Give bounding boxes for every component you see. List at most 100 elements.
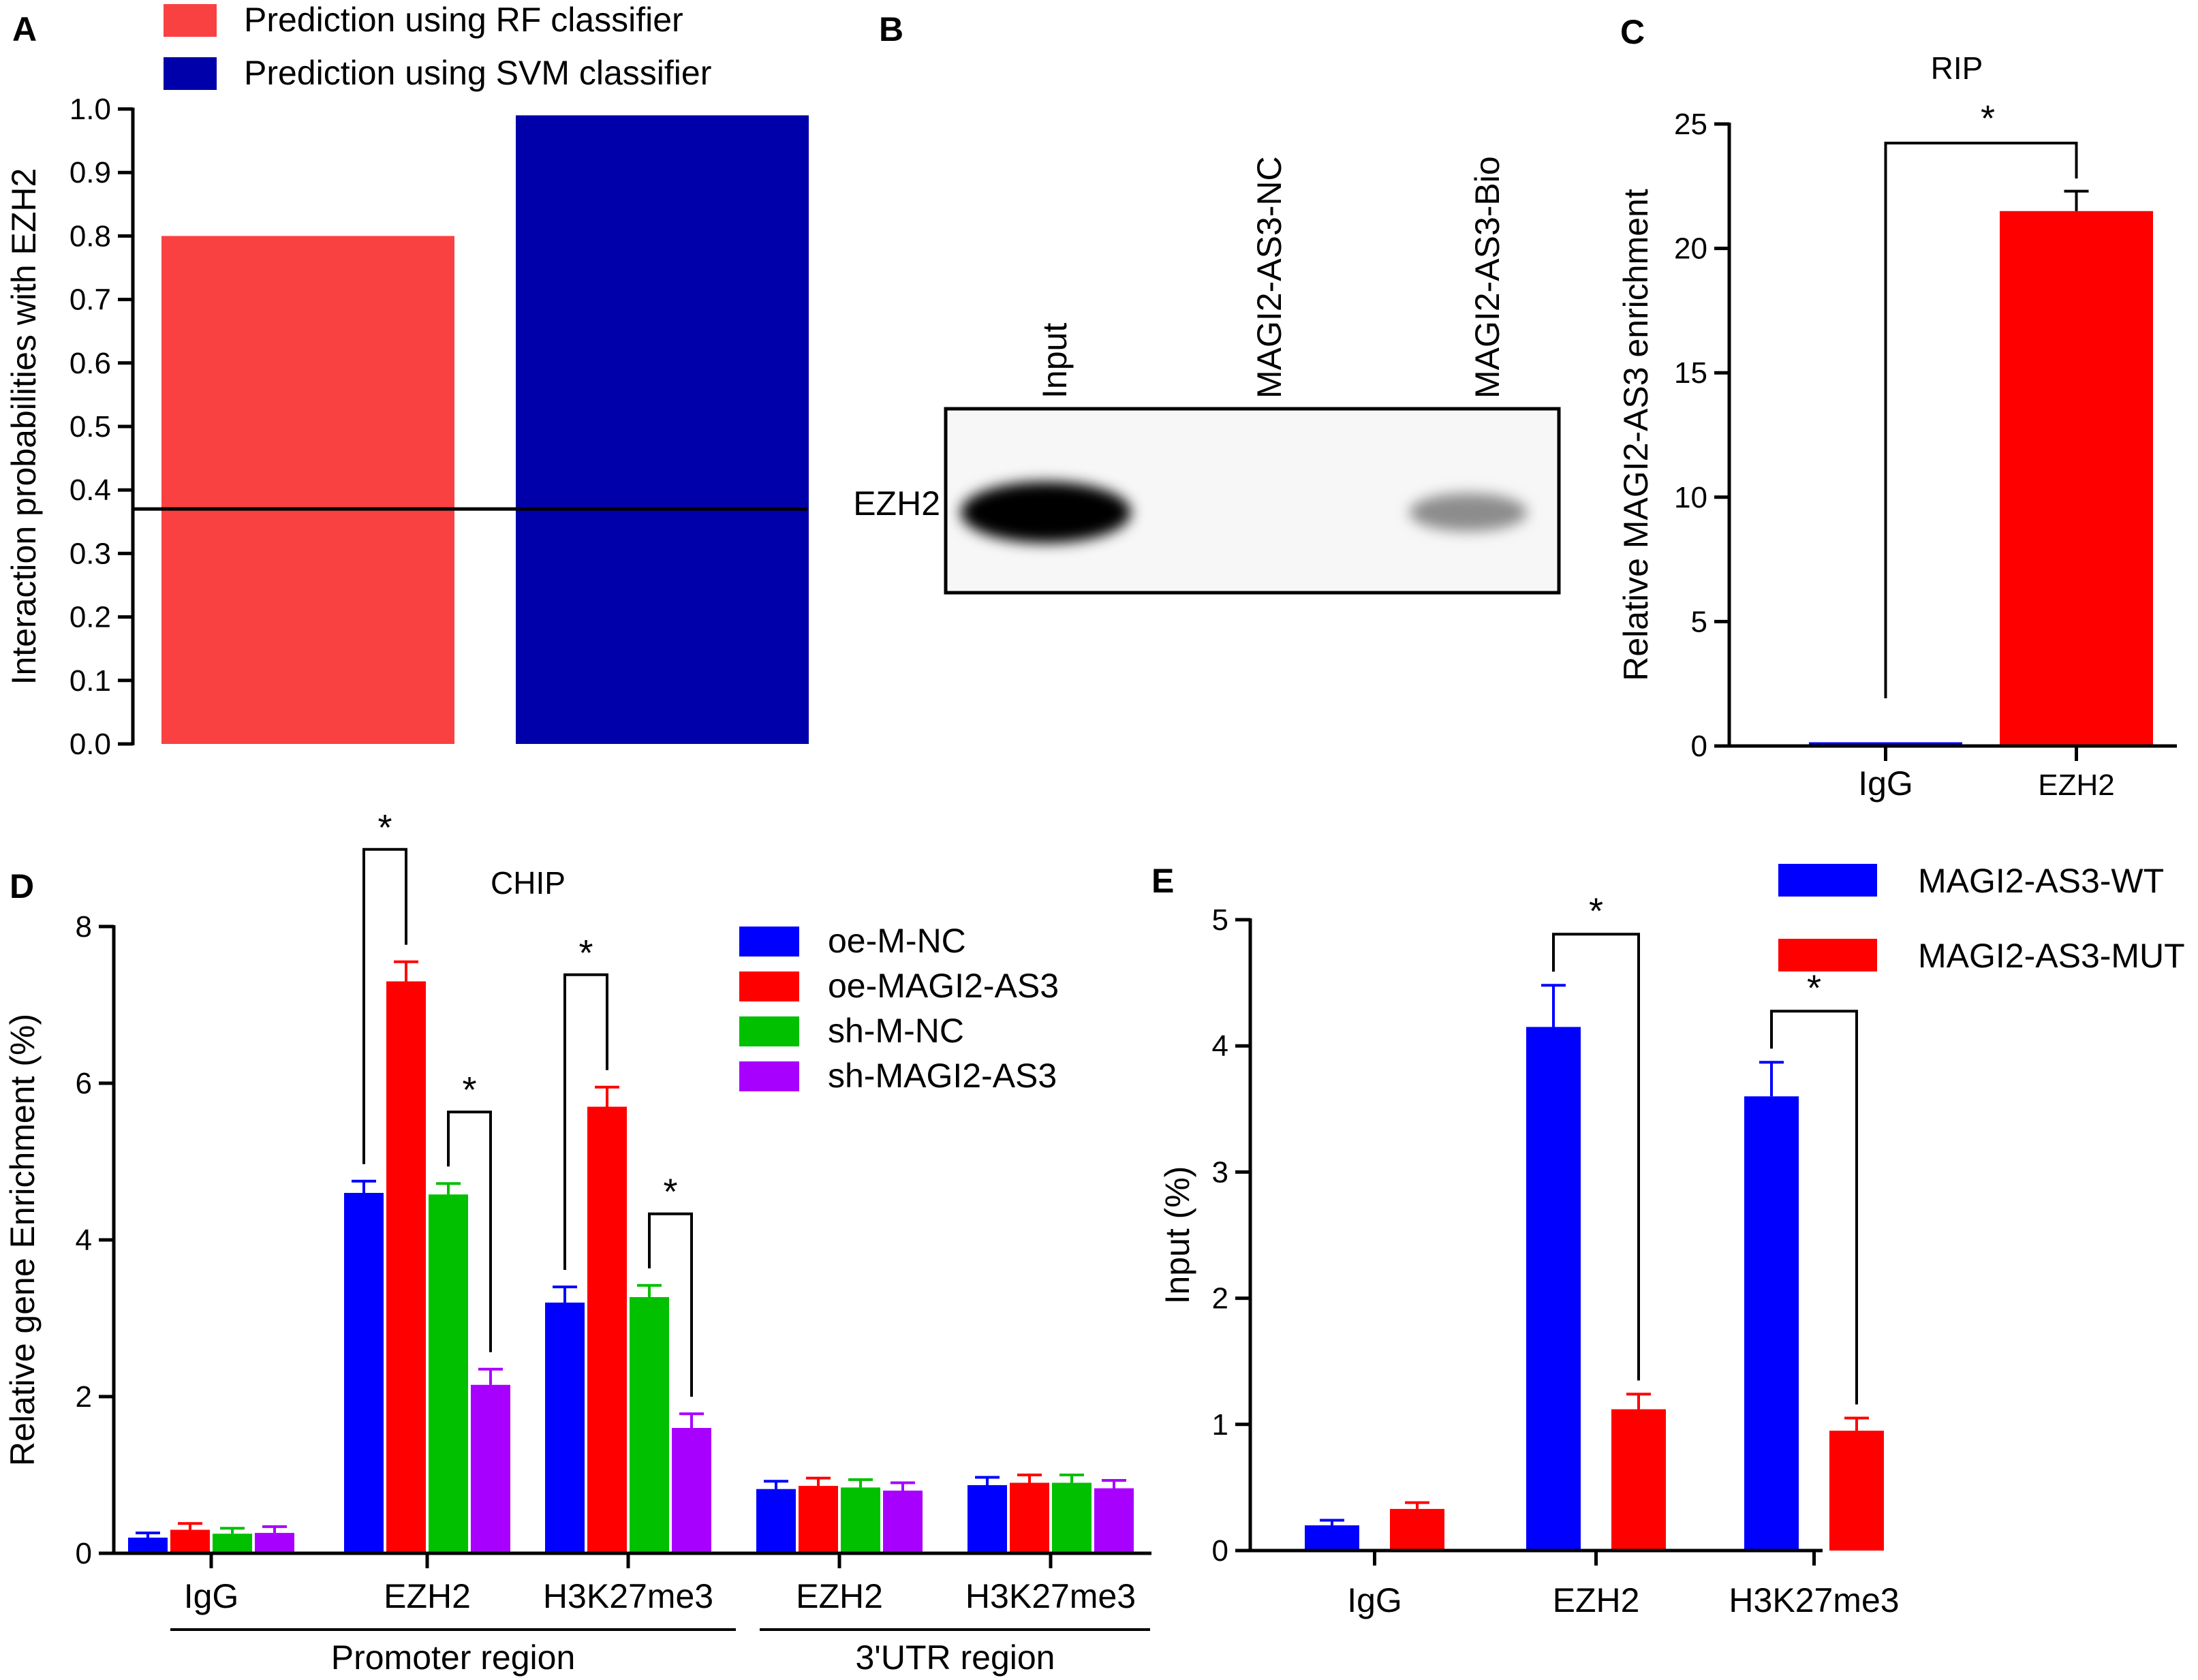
panel-c-y-tick-label: 20 — [1674, 232, 1707, 266]
bar-magi2-as3-wt — [1305, 1525, 1359, 1551]
panel-e-x-label: EZH2 — [1553, 1581, 1640, 1619]
panel-d-y-tick-label: 4 — [76, 1224, 92, 1257]
panel-label-a: A — [12, 10, 37, 48]
bar-sh-magi2-as3 — [672, 1428, 711, 1553]
utr-region-label: 3'UTR region — [856, 1638, 1055, 1677]
panel-e-y-tick-label: 5 — [1212, 903, 1228, 937]
significance-star: * — [663, 1172, 677, 1213]
panel-d-y-tick-label: 6 — [76, 1067, 92, 1100]
panel-c-x-label: IgG — [1858, 764, 1913, 803]
panel-d-y-tick-label: 0 — [76, 1537, 92, 1570]
panel-c-y-tick-label: 25 — [1674, 108, 1707, 141]
panel-e-y-tick-label: 4 — [1212, 1029, 1228, 1063]
bar-oe-m-nc — [128, 1538, 168, 1553]
bar-magi2-as3-mut — [1611, 1410, 1666, 1551]
legend-label-oe-magi2-as3: oe-MAGI2-AS3 — [828, 967, 1059, 1005]
blot-lane-label: Input — [1036, 323, 1074, 399]
panel-e-x-label: IgG — [1347, 1581, 1402, 1619]
bar-sh-m-nc — [1052, 1483, 1092, 1554]
legend-label-magi2-as3-wt: MAGI2-AS3-WT — [1918, 862, 2164, 900]
blot-band — [1410, 493, 1528, 531]
panel-a-y-tick-label: 0.6 — [69, 347, 111, 380]
legend-swatch-svm — [164, 57, 217, 90]
legend-swatch-sh-magi2-as3 — [739, 1061, 799, 1091]
bar-svm — [516, 115, 809, 744]
significance-star: * — [462, 1070, 476, 1110]
panel-e-y-tick-label: 2 — [1212, 1282, 1228, 1316]
blot-row-label: EZH2 — [853, 484, 940, 523]
panel-a-y-tick-label: 0.5 — [69, 410, 111, 444]
legend-swatch-magi2-as3-wt — [1778, 864, 1877, 897]
panel-d-y-tick-label: 8 — [76, 910, 92, 944]
panel-c-title: RIP — [1931, 50, 1983, 86]
bar-oe-m-nc — [545, 1303, 585, 1553]
panel-a-y-tick-label: 1.0 — [69, 93, 111, 126]
panel-label-e: E — [1151, 862, 1174, 900]
panel-d-x-label: IgG — [184, 1577, 239, 1615]
panel-c-y-tick-label: 0 — [1691, 730, 1707, 763]
bar-oe-magi2-as3 — [1010, 1483, 1049, 1554]
panel-label-b: B — [879, 10, 903, 48]
panel-a-y-label: Interaction probabilities with EZH2 — [5, 168, 43, 685]
panel-c: C RIP IgG EZH2 0 5 10 15 20 25 * Relative MAGI2-AS3… — [1617, 13, 2177, 803]
legend-label-sh-m-nc: sh-M-NC — [828, 1012, 964, 1050]
bar-sh-m-nc — [630, 1297, 669, 1553]
legend-label-oe-m-nc: oe-M-NC — [828, 922, 966, 960]
bar-magi2-as3-wt — [1744, 1096, 1799, 1551]
bar-sh-magi2-as3 — [883, 1491, 923, 1553]
significance-star: * — [578, 933, 593, 974]
bar-oe-m-nc — [344, 1193, 384, 1553]
bar-oe-m-nc — [968, 1485, 1007, 1553]
legend-label-rf: Prediction using RF classifier — [244, 1, 683, 39]
panel-c-y-label: Relative MAGI2-AS3 enrichment — [1617, 189, 1655, 681]
panel-c-y-tick-label: 5 — [1691, 605, 1707, 638]
significance-star: * — [1981, 98, 1995, 139]
panel-a-y-tick-label: 0.7 — [69, 283, 111, 317]
bar-oe-m-nc — [756, 1489, 796, 1553]
bar-oe-magi2-as3 — [799, 1486, 838, 1553]
panel-a-y-tick-label: 0.4 — [69, 473, 111, 507]
legend-swatch-sh-m-nc — [739, 1016, 799, 1046]
panel-d-x-label: H3K27me3 — [543, 1577, 713, 1615]
significance-star: * — [1589, 890, 1603, 931]
blot-lane-label: MAGI2-AS3-NC — [1250, 156, 1288, 399]
significance-star: * — [377, 807, 392, 848]
legend-label-magi2-as3-mut: MAGI2-AS3-MUT — [1918, 937, 2185, 975]
panel-d: D CHIP IgG EZH2 H3K27me3 EZH2 H3K27me3 Promoter… — [3, 807, 1151, 1677]
legend-label-svm: Prediction using SVM classifier — [244, 54, 711, 92]
legend-swatch-rf — [164, 4, 217, 37]
panel-b: B EZH2 Input MAGI2-AS3-NC MAGI2-AS3-Bio — [853, 10, 1559, 593]
panel-e-y-tick-label: 3 — [1212, 1155, 1228, 1189]
panel-a: A Prediction using RF classifier Predictio… — [5, 1, 809, 761]
figure: A Prediction using RF classifier Predictio… — [0, 0, 2198, 1680]
legend-swatch-oe-m-nc — [739, 927, 799, 956]
bar-magi2-as3-mut — [1829, 1431, 1884, 1551]
bar-magi2-as3-wt — [1526, 1027, 1581, 1551]
legend-swatch-magi2-as3-mut — [1778, 939, 1877, 971]
panel-c-y-tick-label: 10 — [1674, 481, 1707, 514]
panel-e-y-label: Input (%) — [1158, 1166, 1196, 1305]
panel-a-y-tick-label: 0.0 — [69, 728, 111, 761]
panel-e-y-tick-label: 0 — [1212, 1534, 1228, 1568]
significance-star: * — [1807, 967, 1821, 1008]
blot-lane-label: MAGI2-AS3-Bio — [1468, 156, 1506, 399]
bar-oe-magi2-as3 — [386, 982, 426, 1554]
bar-oe-magi2-as3 — [170, 1530, 210, 1554]
panel-e: E IgG EZH2 H3K27me3 * * MAGI2-AS3-WT MAGI2-AS3-… — [1151, 862, 2185, 1619]
legend-swatch-oe-magi2-as3 — [739, 971, 799, 1001]
panel-a-y-tick-label: 0.3 — [69, 537, 111, 570]
bar-sh-magi2-as3 — [471, 1385, 510, 1553]
panel-a-y-tick-label: 0.1 — [69, 664, 111, 698]
panel-c-x-label: EZH2 — [2038, 768, 2114, 802]
bar-ezh2 — [2000, 211, 2153, 746]
panel-d-title: CHIP — [491, 865, 566, 901]
panel-a-y-tick-label: 0.8 — [69, 219, 111, 253]
bar-sh-m-nc — [429, 1194, 468, 1553]
panel-d-y-label: Relative gene Enrichment (%) — [3, 1014, 42, 1466]
legend-label-sh-magi2-as3: sh-MAGI2-AS3 — [828, 1057, 1057, 1095]
bar-sh-magi2-as3 — [255, 1533, 294, 1553]
bar-sh-magi2-as3 — [1094, 1489, 1134, 1553]
panel-d-x-label: EZH2 — [796, 1577, 883, 1615]
bar-sh-m-nc — [213, 1534, 252, 1553]
panel-label-c: C — [1620, 13, 1645, 51]
